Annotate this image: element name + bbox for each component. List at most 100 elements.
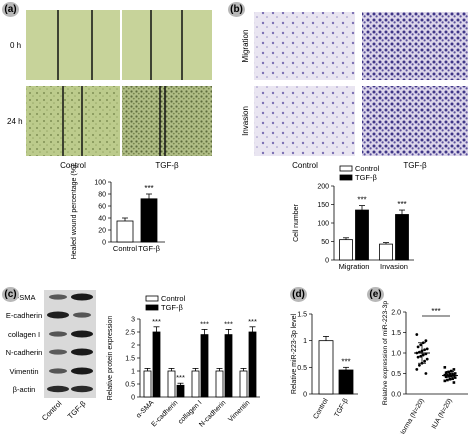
- blot-band: [71, 367, 93, 375]
- col-label-control: Control: [60, 161, 86, 170]
- legend-label: Control: [161, 294, 186, 303]
- image-a-24h-control: [26, 86, 120, 156]
- data-point: [451, 377, 454, 380]
- image-a-0h-tgfb: [122, 10, 212, 80]
- bar: [224, 334, 233, 398]
- protein-label: α-SMA: [12, 293, 35, 302]
- protein-label: N-cadherin: [6, 348, 43, 357]
- data-point: [415, 333, 419, 336]
- bar: [116, 220, 134, 243]
- y-tick-label: 40: [98, 216, 106, 223]
- data-point: [452, 368, 456, 371]
- y-tick-label: 1.0: [391, 351, 401, 358]
- legend-label: TGF-β: [161, 303, 183, 312]
- legend-swatch: [339, 165, 353, 172]
- lane-label: Control: [40, 399, 64, 423]
- y-axis-label: Healed wound percentage (%): [71, 165, 78, 260]
- y-tick-label: 50: [321, 239, 329, 246]
- image-b-invasion-control: [254, 86, 355, 156]
- y-tick-label: 2.5: [125, 330, 135, 337]
- blot-band: [71, 385, 93, 393]
- protein-label: collagen I: [8, 330, 40, 339]
- y-tick-label: 0.5: [125, 382, 135, 389]
- x-tick-label: TGF-β: [138, 244, 160, 253]
- data-point: [419, 354, 423, 358]
- row-label-0h: 0 h: [10, 41, 21, 50]
- panel-label-c: (c): [2, 287, 19, 302]
- bar: [318, 340, 334, 395]
- x-tick-label: Vimentin: [227, 399, 251, 423]
- blot-band: [71, 330, 93, 338]
- data-point: [423, 348, 426, 352]
- significance-mark: ***: [248, 317, 257, 326]
- col-label-tgfb: TGF-β: [155, 161, 179, 170]
- significance-mark: ***: [341, 357, 350, 366]
- y-tick-label: 1.5: [125, 356, 135, 363]
- data-point: [453, 376, 457, 379]
- x-tick-label: α-SMA: [135, 399, 155, 419]
- blot-band: [71, 348, 93, 356]
- data-point: [443, 379, 447, 383]
- bar: [176, 384, 185, 398]
- significance-mark: ***: [431, 307, 440, 316]
- legend-swatch: [145, 295, 159, 302]
- blot-band: [47, 311, 69, 319]
- bar: [167, 370, 176, 398]
- data-point: [451, 372, 454, 376]
- blot-band: [73, 312, 91, 318]
- data-point: [450, 369, 453, 373]
- x-tick-label: IUA (N=20): [431, 398, 454, 431]
- data-point: [446, 378, 449, 382]
- x-tick-label: E-cadherin: [151, 399, 180, 428]
- legend-swatch: [145, 304, 159, 311]
- col-label-control: Control: [292, 161, 318, 170]
- image-b-migration-tgfb: [362, 12, 468, 80]
- protein-label: E-cadherin: [6, 311, 42, 320]
- row-label-invasion: Invasion: [241, 106, 250, 136]
- blot-band: [49, 368, 67, 374]
- y-tick-label: 1.5: [297, 312, 307, 319]
- blot-band: [71, 293, 93, 301]
- protein-label: β-actin: [13, 385, 36, 394]
- transwell-images: Migration Invasion Control TGF-β: [241, 12, 468, 170]
- data-point: [415, 368, 419, 371]
- y-tick-label: 3: [131, 317, 135, 324]
- data-point: [425, 347, 429, 351]
- bar: [248, 331, 257, 398]
- bar: [152, 331, 161, 398]
- data-point: [443, 366, 447, 369]
- bar: [200, 334, 209, 398]
- panel-label-d: (d): [290, 287, 307, 302]
- image-a-24h-tgfb: [122, 86, 212, 156]
- image-b-invasion-tgfb: [362, 86, 468, 156]
- x-tick-label: Migration: [339, 262, 370, 271]
- y-tick-label: 1: [131, 369, 135, 376]
- y-tick-label: 2: [131, 343, 135, 350]
- y-tick-label: 100: [317, 221, 329, 228]
- x-tick-label: Control: [312, 397, 330, 420]
- bar: [191, 370, 200, 398]
- bar: [379, 243, 393, 261]
- data-point: [444, 375, 448, 379]
- bar: [215, 370, 224, 398]
- western-blot: α-SMA E-cadherin collagen I N-cadherin V…: [6, 290, 96, 423]
- bar: [395, 214, 409, 261]
- legend-swatch: [339, 174, 353, 181]
- panel-label-b: (b): [228, 2, 245, 17]
- significance-mark: ***: [152, 317, 161, 326]
- x-tick-label: Norma (N=20): [398, 398, 426, 434]
- y-axis-label: Relative expression of miR-223-3p: [382, 301, 389, 405]
- legend-label: Control: [355, 164, 380, 173]
- y-tick-label: 0: [325, 258, 329, 265]
- data-point: [452, 381, 456, 384]
- data-point: [416, 355, 420, 359]
- panel-label-a: (a): [2, 2, 19, 17]
- data-point: [446, 373, 449, 377]
- blot-background: [44, 290, 96, 398]
- y-tick-label: 0: [131, 395, 135, 402]
- protein-label: Vimentin: [9, 367, 38, 376]
- wound-healing-images: 0 h 24 h Control TGF-β: [7, 10, 212, 170]
- bar: [339, 239, 353, 261]
- image-b-migration-control: [254, 12, 355, 80]
